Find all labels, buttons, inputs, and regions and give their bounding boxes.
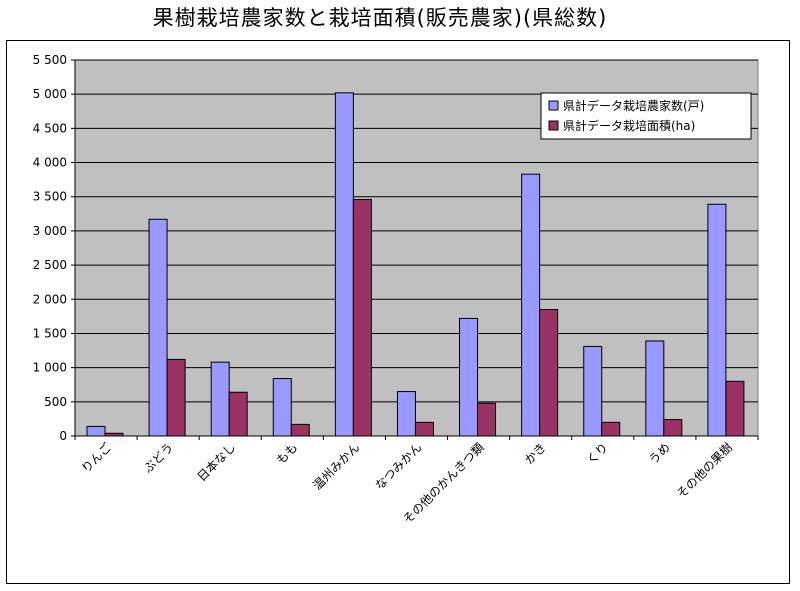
bar-area [414, 421, 434, 437]
y-tick-label: 3 000 [33, 224, 67, 238]
bar-area [290, 423, 310, 437]
legend-label: 県計データ栽培面積(ha) [563, 118, 695, 133]
bar-area [477, 402, 497, 437]
category-label: もも [274, 440, 301, 467]
bar-farms [459, 317, 479, 437]
y-tick-label: 4 000 [33, 156, 67, 170]
bar-area [166, 358, 186, 437]
chart-title: 果樹栽培農家数と栽培面積(販売農家)(県総数) [152, 6, 608, 30]
legend-label: 県計データ栽培農家数(戸) [563, 98, 704, 113]
bar-area [539, 309, 559, 437]
bar-farms [521, 173, 541, 437]
category-label: その他の果樹 [674, 440, 735, 501]
bar-farms [272, 378, 292, 437]
y-tick-label: 1 000 [33, 361, 67, 375]
bar-area [725, 380, 745, 437]
y-tick-label: 0 [59, 429, 67, 443]
category-label: 温州みかん [310, 440, 362, 492]
legend-box [540, 92, 752, 140]
bar-area [228, 391, 248, 437]
bar-farms [707, 203, 727, 437]
legend-swatch [548, 100, 559, 111]
category-label: なつみかん [372, 440, 424, 492]
y-tick-label: 2 500 [33, 258, 67, 272]
bar-farms [86, 425, 106, 437]
bar-farms [396, 391, 416, 437]
category-label: かき [522, 440, 549, 467]
y-axis: 0 500 1 000 1 500 2 000 2 500 3 000 3 500 4 000 4… [33, 53, 76, 443]
y-tick-label: 2 000 [33, 292, 67, 306]
bar-farms [148, 218, 168, 437]
bar-area [352, 198, 372, 437]
category-label: りんご [78, 440, 114, 476]
category-label: うめ [646, 440, 673, 467]
y-tick-label: 5 000 [33, 87, 67, 101]
legend: 県計データ栽培農家数(戸) 県計データ栽培面積(ha) [540, 92, 752, 140]
legend-swatch [548, 120, 559, 131]
y-tick-label: 500 [44, 395, 67, 409]
chart-frame [6, 40, 790, 584]
category-label: 日本なし [194, 440, 238, 484]
y-tick-label: 3 500 [33, 190, 67, 204]
category-label: ぶどう [141, 440, 176, 475]
bar-area [601, 421, 621, 437]
bar-area [663, 419, 683, 437]
bar-farms [210, 361, 230, 437]
y-tick-label: 5 500 [33, 53, 67, 67]
category-label: くり [584, 440, 611, 467]
bar-farms [334, 92, 354, 437]
y-tick-label: 1 500 [33, 326, 67, 340]
bar-farms [645, 340, 665, 437]
bar-farms [583, 345, 603, 437]
y-tick-label: 4 500 [33, 121, 67, 135]
